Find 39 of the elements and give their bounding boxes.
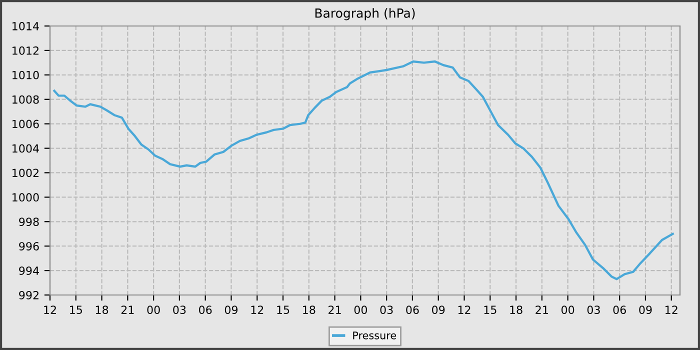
x-tick-label: 09 (639, 306, 652, 314)
x-tick-label: 03 (587, 306, 600, 314)
x-tick-label: 09 (224, 306, 238, 314)
x-tick-label: 06 (199, 306, 212, 314)
x-tick-label: 15 (277, 306, 290, 314)
x-tick-label: 12 (251, 306, 264, 314)
y-tick-label: 992 (19, 290, 38, 300)
y-tick-label: 1008 (12, 95, 39, 104)
x-tick-label: 15 (70, 306, 82, 314)
x-tick-label: 15 (484, 306, 496, 314)
x-tick-label: 00 (147, 306, 160, 314)
y-tick-label: 1014 (12, 22, 39, 30)
y-tick-label: 1010 (12, 70, 39, 80)
x-tick-label: 00 (354, 306, 368, 314)
x-tick-label: 03 (173, 306, 186, 314)
x-tick-label: 12 (44, 306, 56, 314)
y-tick-label: 1012 (12, 46, 38, 55)
y-tick-label: 1004 (12, 144, 39, 153)
x-tick-label: 21 (121, 306, 134, 314)
x-tick-label: 18 (303, 306, 316, 314)
y-tick-label: 996 (19, 242, 39, 250)
chart-title: Barograph (hPa) (315, 8, 415, 20)
x-tick-label: 06 (406, 306, 419, 314)
legend-label: Pressure (353, 332, 396, 340)
x-tick-label: 03 (380, 306, 393, 314)
y-tick-label: 1000 (12, 193, 39, 202)
x-tick-label: 12 (458, 306, 470, 314)
x-tick-label: 18 (96, 306, 108, 314)
x-tick-label: 00 (561, 306, 574, 314)
y-tick-label: 994 (19, 266, 39, 275)
y-tick-label: 998 (19, 218, 39, 226)
x-tick-label: 21 (328, 306, 341, 314)
y-tick-label: 1002 (12, 168, 38, 178)
x-tick-label: 18 (510, 306, 522, 314)
x-tick-label: 12 (666, 306, 678, 314)
x-tick-label: 06 (613, 306, 626, 314)
x-tick-label: 09 (432, 306, 445, 314)
y-tick-label: 1006 (12, 120, 39, 128)
x-tick-label: 21 (536, 306, 548, 314)
